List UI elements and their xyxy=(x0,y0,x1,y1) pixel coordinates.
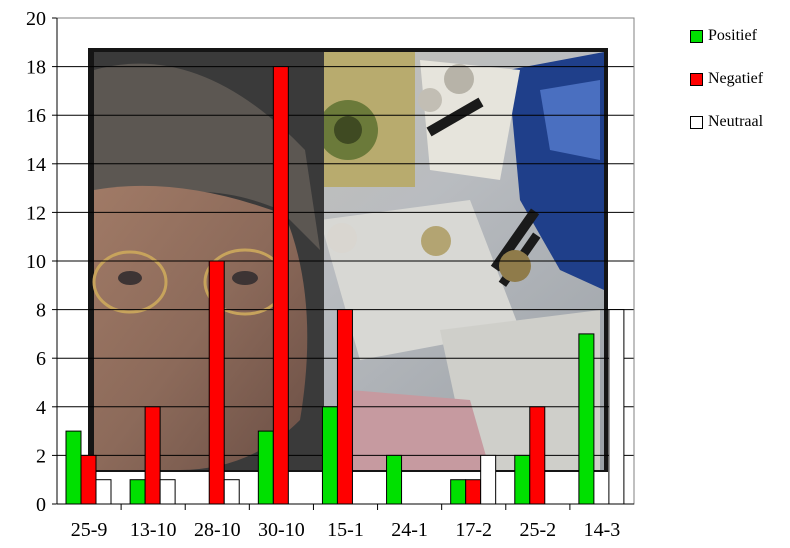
bar-positief-25-9 xyxy=(65,430,82,505)
bar-positief-14-3 xyxy=(578,333,595,505)
y-tick-label: 12 xyxy=(26,202,46,224)
y-tick-label: 6 xyxy=(36,348,46,370)
legend-swatch-neutraal xyxy=(690,115,703,129)
bar-negatief-13-10 xyxy=(144,406,161,505)
legend-label-neutraal: Neutraal xyxy=(708,113,764,130)
bar-neutraal-13-10 xyxy=(159,479,176,505)
bar-neutraal-28-10 xyxy=(223,479,240,505)
bar-positief-13-10 xyxy=(129,479,146,505)
legend-item-negatief: Negatief xyxy=(690,69,763,89)
bar-negatief-17-2 xyxy=(465,479,482,505)
bar-neutraal-25-9 xyxy=(95,479,112,505)
bar-positief-15-1 xyxy=(321,406,338,505)
bar-neutraal-14-3 xyxy=(608,309,625,505)
x-tick-label: 25-9 xyxy=(71,519,108,541)
legend-swatch-negatief xyxy=(690,72,703,86)
bar-positief-17-2 xyxy=(450,479,467,505)
y-tick-label: 16 xyxy=(26,105,46,127)
y-tick-label: 8 xyxy=(36,300,46,322)
x-tick-label: 15-1 xyxy=(327,519,364,541)
x-axis-ticks: 25-9 13-10 28-10 30-10 15-1 24-1 17-2 25-2 14-3 xyxy=(71,504,621,541)
bar-negatief-15-1 xyxy=(336,309,353,505)
legend: Positief Negatief Neutraal xyxy=(690,26,763,155)
legend-item-positief: Positief xyxy=(690,26,763,46)
y-tick-label: 14 xyxy=(26,154,46,176)
bar-negatief-30-10 xyxy=(272,66,289,505)
legend-item-neutraal: Neutraal xyxy=(690,112,763,132)
x-tick-label: 28-10 xyxy=(194,519,241,541)
x-tick-label: 14-3 xyxy=(584,519,621,541)
y-tick-label: 10 xyxy=(26,251,46,273)
x-tick-label: 30-10 xyxy=(258,519,305,541)
y-tick-label: 20 xyxy=(26,8,46,30)
y-tick-label: 2 xyxy=(36,445,46,467)
bar-negatief-25-9 xyxy=(80,454,97,505)
y-tick-label: 4 xyxy=(36,397,46,419)
x-tick-label: 24-1 xyxy=(391,519,428,541)
y-axis-ticks: 0 2 4 6 8 10 12 14 16 18 20 xyxy=(26,8,46,516)
legend-label-negatief: Negatief xyxy=(708,70,764,87)
x-tick-label: 13-10 xyxy=(130,519,177,541)
x-tick-label: 25-2 xyxy=(519,519,556,541)
x-tick-label: 17-2 xyxy=(455,519,492,541)
y-tick-label: 0 xyxy=(36,494,46,516)
bar-positief-30-10 xyxy=(257,430,274,505)
bar-series-group xyxy=(65,66,625,505)
bar-neutraal-17-2 xyxy=(480,454,497,505)
bar-positief-25-2 xyxy=(514,454,531,505)
legend-swatch-positief xyxy=(690,29,703,43)
legend-label-positief: Positief xyxy=(708,27,757,44)
y-tick-label: 18 xyxy=(26,57,46,79)
bar-negatief-28-10 xyxy=(208,260,225,505)
bar-negatief-25-2 xyxy=(529,406,546,505)
bar-positief-24-1 xyxy=(386,454,403,505)
